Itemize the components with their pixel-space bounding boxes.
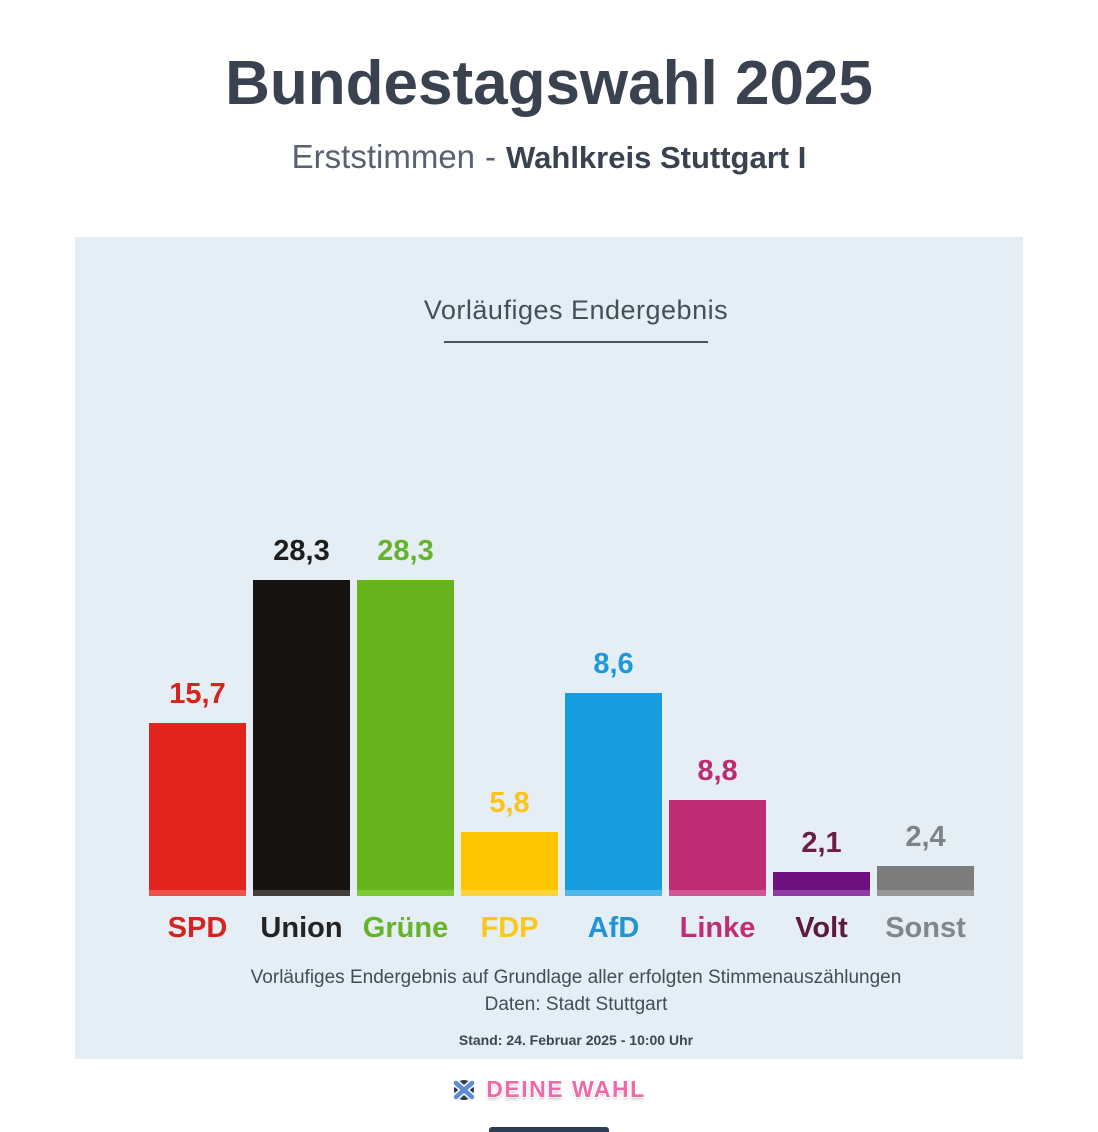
axis-label-union: Union (260, 912, 343, 944)
chart-title-underline (444, 341, 708, 343)
bar-chart: 15,7 SPD 28,3 Union 28,3 Grüne 5,8 FDP 8 (75, 237, 1023, 944)
bar-group-spd: 15,7 SPD (149, 237, 246, 944)
status-timestamp: Stand: 24. Februar 2025 - 10:00 Uhr (458, 1032, 694, 1048)
axis-label-afd: AfD (587, 912, 640, 944)
subtitle-separator: - (485, 138, 497, 175)
bar-group-linke: 8,8 Linke (669, 237, 766, 944)
bar-value-label: 8,8 (697, 755, 738, 787)
subtitle-prefix: Erststimmen (291, 138, 476, 175)
bar-fdp (461, 832, 558, 896)
brand-logo: DEINE WAHL (0, 1076, 1098, 1103)
bar-union (253, 580, 350, 896)
bar-gruene (357, 580, 454, 896)
footnote-line-2: Daten: Stadt Stuttgart (484, 994, 668, 1015)
bar-spd (149, 723, 246, 896)
bar-group-sonst: 2,4 Sonst (877, 237, 974, 944)
axis-label-spd: SPD (167, 912, 228, 944)
chart-title: Vorläufiges Endergebnis (423, 295, 729, 325)
axis-label-sonst: Sonst (885, 912, 966, 944)
bar-value-label: 15,7 (169, 678, 226, 710)
footnote-line-1: Vorläufiges Endergebnis auf Grundlage al… (250, 967, 902, 988)
bar-afd (565, 693, 662, 896)
ballot-x-icon (452, 1078, 477, 1102)
axis-label-volt: Volt (795, 912, 848, 944)
chart-panel: Vorläufiges Endergebnis 15,7 SPD 28,3 Un… (75, 237, 1023, 1059)
bar-sonst (877, 866, 974, 896)
bar-value-label: 2,4 (905, 821, 946, 853)
bar-group-union: 28,3 Union (253, 237, 350, 944)
logo-text: DEINE WAHL (486, 1076, 646, 1102)
bar-volt (773, 872, 870, 896)
subtitle: Erststimmen - Wahlkreis Stuttgart I (0, 138, 1098, 176)
bar-value-label: 2,1 (801, 827, 842, 859)
axis-label-gruene: Grüne (362, 912, 449, 944)
bar-linke (669, 800, 766, 896)
bar-group-afd: 8,6 AfD (565, 237, 662, 944)
bar-value-label: 28,3 (273, 535, 330, 567)
axis-label-fdp: FDP (480, 912, 539, 944)
bar-value-label: 5,8 (489, 787, 530, 819)
bar-group-volt: 2,1 Volt (773, 237, 870, 944)
bar-value-label: 8,6 (593, 648, 634, 680)
bar-group-fdp: 5,8 FDP (461, 237, 558, 944)
bar-value-label: 28,3 (377, 535, 434, 567)
bottom-edge-bar (489, 1127, 609, 1132)
subtitle-district: Wahlkreis Stuttgart I (506, 140, 807, 175)
page-title: Bundestagswahl 2025 (225, 49, 873, 118)
axis-label-linke: Linke (679, 912, 756, 944)
bar-group-gruene: 28,3 Grüne (357, 237, 454, 944)
